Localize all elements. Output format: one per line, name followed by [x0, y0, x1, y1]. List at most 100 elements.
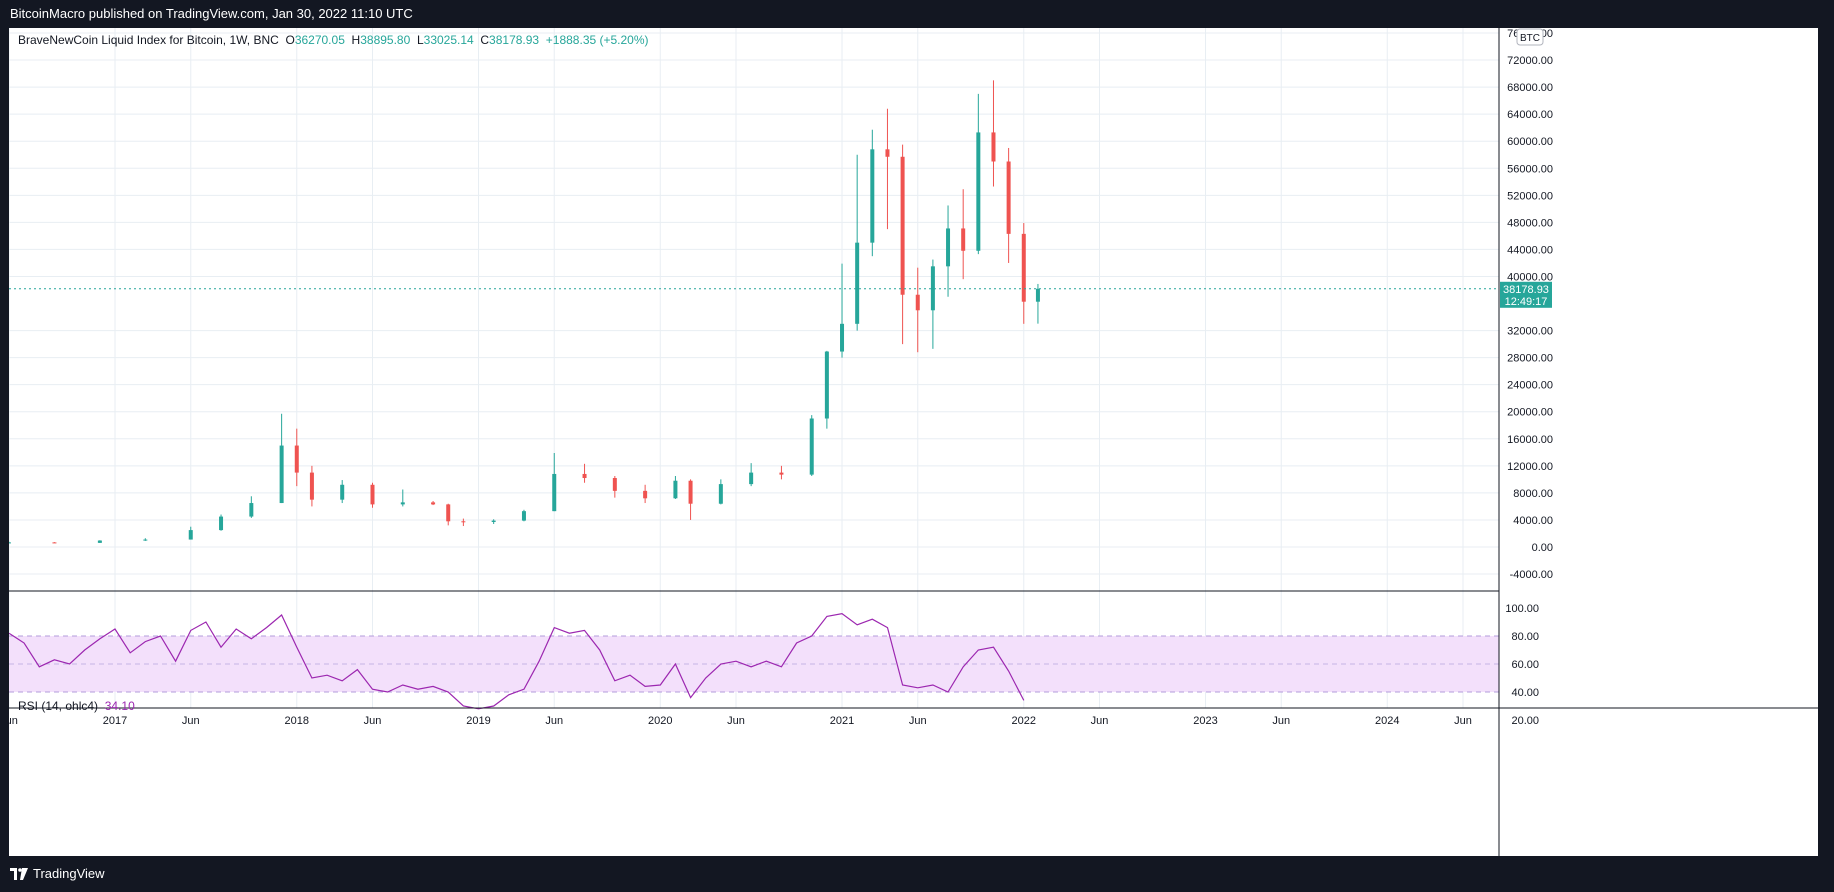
change-value: +1888.35 (+5.20%): [545, 33, 649, 47]
price-tick-label: 68000.00: [1507, 82, 1553, 94]
candle: [915, 267, 920, 353]
rsi-band-background: [9, 636, 1499, 692]
price-tick-label: 72000.00: [1507, 55, 1553, 67]
candle: [370, 482, 375, 508]
price-tick-label: 0.00: [1532, 542, 1553, 554]
rsi-title: RSI (14, ohlc4): [18, 699, 99, 713]
candle: [582, 463, 587, 483]
candle: [1006, 147, 1011, 263]
candle-body: [991, 132, 996, 162]
candle: [294, 428, 299, 487]
price-tick-label: 12000.00: [1507, 461, 1553, 473]
candle: [885, 108, 890, 230]
chart-canvas[interactable]: -4000.00 0.00 4000.00 8000.00 12000.00 16000.…: [9, 28, 1818, 856]
rsi-tick-label: 20.00: [1511, 715, 1539, 727]
time-tick-label: 2021: [830, 715, 854, 727]
candle: [824, 350, 829, 429]
time-tick-label: Jun: [9, 715, 18, 727]
rsi-legend[interactable]: RSI (14, ohlc4) 34.10: [18, 699, 135, 713]
publish-info: BitcoinMacro published on TradingView.co…: [10, 6, 413, 21]
last-price-value: 38178.93: [1503, 284, 1549, 296]
candle: [431, 501, 436, 506]
currency-badge: BTC: [1516, 28, 1544, 46]
low-value: 33025.14: [423, 33, 474, 47]
candle: [552, 452, 557, 512]
price-tick-label: 8000.00: [1513, 488, 1553, 500]
time-tick-label: Jun: [727, 715, 745, 727]
close-label: C: [480, 33, 490, 47]
price-tick-label: 64000.00: [1507, 109, 1553, 121]
price-tick-label: 44000.00: [1507, 244, 1553, 256]
last-price-badge: 38178.93 12:49:17: [1500, 281, 1552, 308]
time-tick-label: Jun: [909, 715, 927, 727]
time-tick-label: Jun: [364, 715, 382, 727]
rsi-tick-label: 100.00: [1505, 603, 1539, 615]
price-tick-label: 24000.00: [1507, 380, 1553, 392]
candle-body: [809, 418, 814, 475]
candle: [279, 413, 284, 504]
tradingview-logo-icon: [10, 867, 28, 880]
footer-bar: TradingView: [0, 856, 1834, 892]
candle-body: [309, 472, 314, 500]
time-tick-label: 2019: [466, 715, 490, 727]
candle-body: [400, 502, 405, 505]
chart-frame[interactable]: -4000.00 0.00 4000.00 8000.00 12000.00 16000.…: [9, 28, 1818, 856]
candle-body: [961, 228, 966, 251]
candle: [219, 514, 224, 531]
candle: [840, 263, 845, 358]
rsi-tick-label: 40.00: [1511, 687, 1539, 699]
time-tick-label: Jun: [1272, 715, 1290, 727]
brand-name: TradingView: [33, 866, 105, 881]
candle-body: [370, 484, 375, 505]
symbol-title: BraveNewCoin Liquid Index for Bitcoin, 1…: [18, 33, 279, 47]
price-tick-label: 16000.00: [1507, 434, 1553, 446]
candle-body: [976, 132, 981, 251]
candle: [461, 518, 466, 527]
low-label: L: [416, 33, 424, 47]
tradingview-brand[interactable]: TradingView: [10, 866, 105, 881]
candle-body: [749, 472, 754, 485]
candle-body: [1021, 233, 1026, 302]
candle: [446, 503, 451, 526]
price-tick-label: 52000.00: [1507, 190, 1553, 202]
price-tick-label: 60000.00: [1507, 136, 1553, 148]
price-axis[interactable]: -4000.00 0.00 4000.00 8000.00 12000.00 16000.…: [1507, 28, 1553, 581]
candle: [991, 80, 996, 187]
time-tick-label: 2024: [1375, 715, 1399, 727]
high-value: 38895.80: [360, 33, 411, 47]
candle: [340, 480, 345, 504]
candle: [961, 189, 966, 280]
open-label: O: [285, 33, 295, 47]
time-tick-label: Jun: [1091, 715, 1109, 727]
high-label: H: [351, 33, 361, 47]
candle: [97, 540, 102, 543]
candle: [855, 154, 860, 331]
time-tick-label: 2022: [1012, 715, 1036, 727]
rsi-tick-label: 60.00: [1511, 659, 1539, 671]
candle-body: [1006, 161, 1011, 234]
candle: [946, 205, 951, 297]
candle-body: [446, 504, 451, 522]
main-series-legend[interactable]: BraveNewCoin Liquid Index for Bitcoin, 1…: [18, 33, 649, 47]
candle-body: [249, 503, 254, 517]
candle: [976, 93, 981, 255]
candle-body: [779, 472, 784, 475]
candle: [688, 479, 693, 520]
rsi-value: 34.10: [104, 699, 135, 713]
candle-body: [643, 490, 648, 499]
publish-header: BitcoinMacro published on TradingView.co…: [0, 0, 1834, 28]
candle-body: [340, 484, 345, 500]
price-tick-label: 28000.00: [1507, 353, 1553, 365]
price-tick-label: 40000.00: [1507, 271, 1553, 283]
candle-body: [612, 478, 617, 491]
candle-body: [188, 530, 193, 540]
candle: [400, 489, 405, 507]
candle: [643, 484, 648, 504]
time-axis[interactable]: Jun 2017 Jun 2018 Jun 2019 Jun 2020 Jun 2021 Jun 20…: [9, 715, 1472, 727]
rsi-axis[interactable]: 20.00 40.00 60.00 80.00 100.00: [1505, 603, 1539, 727]
time-tick-label: 2020: [648, 715, 672, 727]
candle-body: [521, 511, 526, 521]
candle-body: [294, 445, 299, 473]
candle-body: [1035, 288, 1040, 302]
candle: [249, 496, 254, 518]
